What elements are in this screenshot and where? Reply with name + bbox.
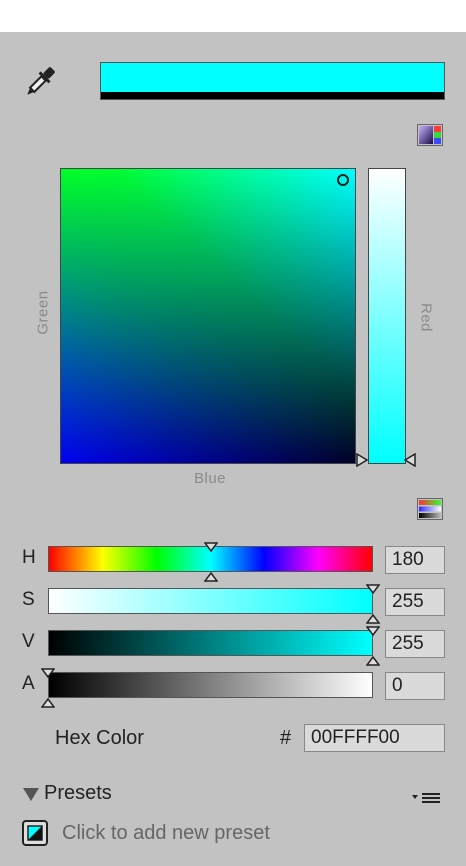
alpha-value-field[interactable]: 0: [385, 672, 445, 700]
strip-right-marker[interactable]: [403, 452, 416, 472]
eyedropper-button[interactable]: [20, 62, 60, 102]
triangle-right-icon: [356, 452, 369, 468]
hue-handle-bottom[interactable]: [203, 569, 218, 587]
window-top-strip: [0, 0, 466, 32]
triangle-down-icon: [23, 787, 39, 801]
preview-alpha-bar: [101, 92, 444, 99]
color-field-shade: [61, 169, 355, 463]
strip-left-marker[interactable]: [356, 452, 369, 472]
triangle-down-icon: [365, 584, 381, 595]
saturation-handle-bottom[interactable]: [365, 611, 381, 629]
saturation-handle-top[interactable]: [365, 581, 381, 599]
color-field-handle[interactable]: [337, 174, 349, 186]
add-preset-label[interactable]: Click to add new preset: [62, 822, 270, 844]
slider-mode-button[interactable]: [417, 498, 443, 520]
hex-color-input[interactable]: 00FFFF00: [304, 724, 445, 752]
value-slider[interactable]: [48, 630, 373, 656]
value-label: V: [22, 631, 35, 652]
saturation-label: S: [22, 589, 35, 610]
alpha-label: A: [22, 673, 35, 694]
triangle-down-icon: [365, 626, 381, 637]
presets-title: Presets: [44, 782, 112, 804]
alpha-slider[interactable]: [48, 672, 373, 698]
color-preview[interactable]: [100, 62, 445, 100]
green-axis-label-wrap: Green: [24, 290, 64, 334]
triangle-up-icon: [203, 571, 218, 582]
saturation-slider[interactable]: [48, 588, 373, 614]
blue-axis-label: Blue: [193, 470, 227, 487]
triangle-up-icon: [365, 655, 381, 666]
eyedropper-icon: [27, 67, 55, 95]
triangle-up-icon: [365, 613, 381, 624]
add-preset-button[interactable]: [22, 820, 48, 846]
value-handle-bottom[interactable]: [365, 653, 381, 671]
preview-color: [101, 63, 444, 94]
triangle-left-icon: [403, 452, 416, 468]
hue-handle-top[interactable]: [203, 539, 218, 557]
picker-mode-button[interactable]: [417, 124, 443, 146]
color-mode-icon: [419, 126, 441, 144]
hue-value-field[interactable]: 180: [385, 546, 445, 574]
menu-icon: [412, 793, 440, 803]
hex-prefix: #: [280, 727, 292, 749]
triangle-up-icon: [40, 697, 56, 708]
red-axis-label: Red: [417, 302, 435, 333]
hex-color-label: Hex Color: [55, 727, 144, 749]
saturation-value-field[interactable]: 255: [385, 588, 445, 616]
triangle-down-icon: [203, 542, 218, 553]
slider-mode-icon: [419, 500, 441, 518]
color-field[interactable]: [60, 168, 356, 464]
hue-label: H: [22, 547, 36, 568]
red-axis-label-wrap: Red: [406, 303, 446, 335]
value-handle-top[interactable]: [365, 623, 381, 641]
green-axis-label: Green: [34, 290, 52, 335]
alpha-handle-top[interactable]: [40, 665, 56, 683]
value-value-field[interactable]: 255: [385, 630, 445, 658]
alpha-handle-bottom[interactable]: [40, 695, 56, 713]
presets-toggle[interactable]: Presets: [22, 782, 112, 805]
preset-swatch-icon: [22, 820, 48, 846]
red-strip[interactable]: [368, 168, 406, 464]
presets-menu-button[interactable]: [410, 789, 442, 810]
triangle-down-icon: [40, 668, 56, 679]
